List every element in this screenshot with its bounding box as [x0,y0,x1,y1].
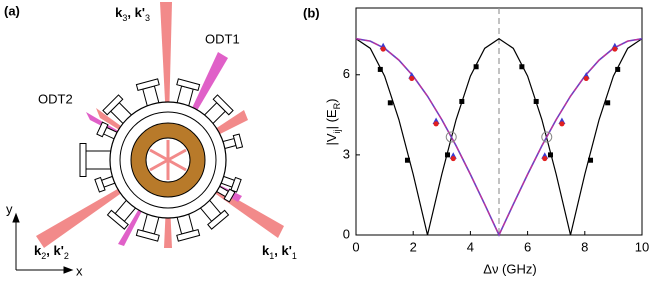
ports [79,78,244,242]
axis-label: y [6,201,13,216]
beam-label: k2, k'2 [34,243,69,261]
window-beams [149,140,187,180]
port-neck [85,150,114,170]
marker [615,66,621,72]
marker [450,155,456,162]
marker [547,152,553,158]
axis-label: x [76,263,83,278]
marker [404,157,410,163]
x-tick-label: 0 [352,239,359,254]
marker [605,100,611,106]
marker [445,131,457,143]
port-flange [176,78,201,92]
marker [459,98,465,104]
x-tick-label: 4 [467,239,474,254]
y-tick-label: 0 [343,226,350,241]
port-flange [94,176,106,193]
port-flange [106,209,129,230]
port-flange [102,94,124,116]
port-flange [176,228,201,242]
marker [377,66,383,72]
port-flange [207,209,230,230]
marker [588,157,594,163]
port-flange [232,133,244,150]
x-axis-label: Δν (GHz) [483,261,536,276]
marker [409,75,415,82]
y-tick-label: 3 [343,146,350,161]
y-tick-label: 6 [343,66,350,81]
marker [519,64,525,70]
y-axis-label: |Vij| (ER) [324,99,342,146]
panel-tag: (b) [303,5,320,20]
x-tick-label: 6 [524,239,531,254]
marker [559,121,565,127]
series-line [355,38,643,237]
x-tick-label: 10 [635,239,649,254]
port [79,143,114,177]
panel-tag: (a) [4,3,20,18]
port-flange [212,94,234,116]
marker [473,64,479,70]
marker [433,121,439,127]
marker [542,155,548,162]
marker [533,98,539,104]
x-tick-label: 2 [410,239,417,254]
port-flange [79,143,87,177]
port-flange [135,228,160,242]
port-flange [96,121,109,138]
port-flange [230,176,242,193]
port [135,210,161,242]
beam-label: k1, k'1 [262,243,297,261]
panel-b: (b) Δν (GHz) |Vij| (ER) 0 2 4 6 8 10 0 3 6 [303,5,649,276]
axes-arrows [12,212,74,274]
port-flange [223,188,236,203]
port-flange [135,78,160,92]
series-line [355,37,643,236]
beam-label: ODT1 [205,31,240,46]
marker [541,131,553,143]
panel-a: (a) k3, k'3 ODT1 ODT2 k2, k'2 k1, k'1 y … [4,2,297,278]
marker [583,75,589,82]
beam-label: ODT2 [38,91,73,106]
beam-label: k3, k'3 [115,5,150,23]
marker [380,46,386,52]
x-tick-label: 8 [581,239,588,254]
marker [387,100,393,106]
marker [445,152,451,158]
marker [612,46,618,52]
